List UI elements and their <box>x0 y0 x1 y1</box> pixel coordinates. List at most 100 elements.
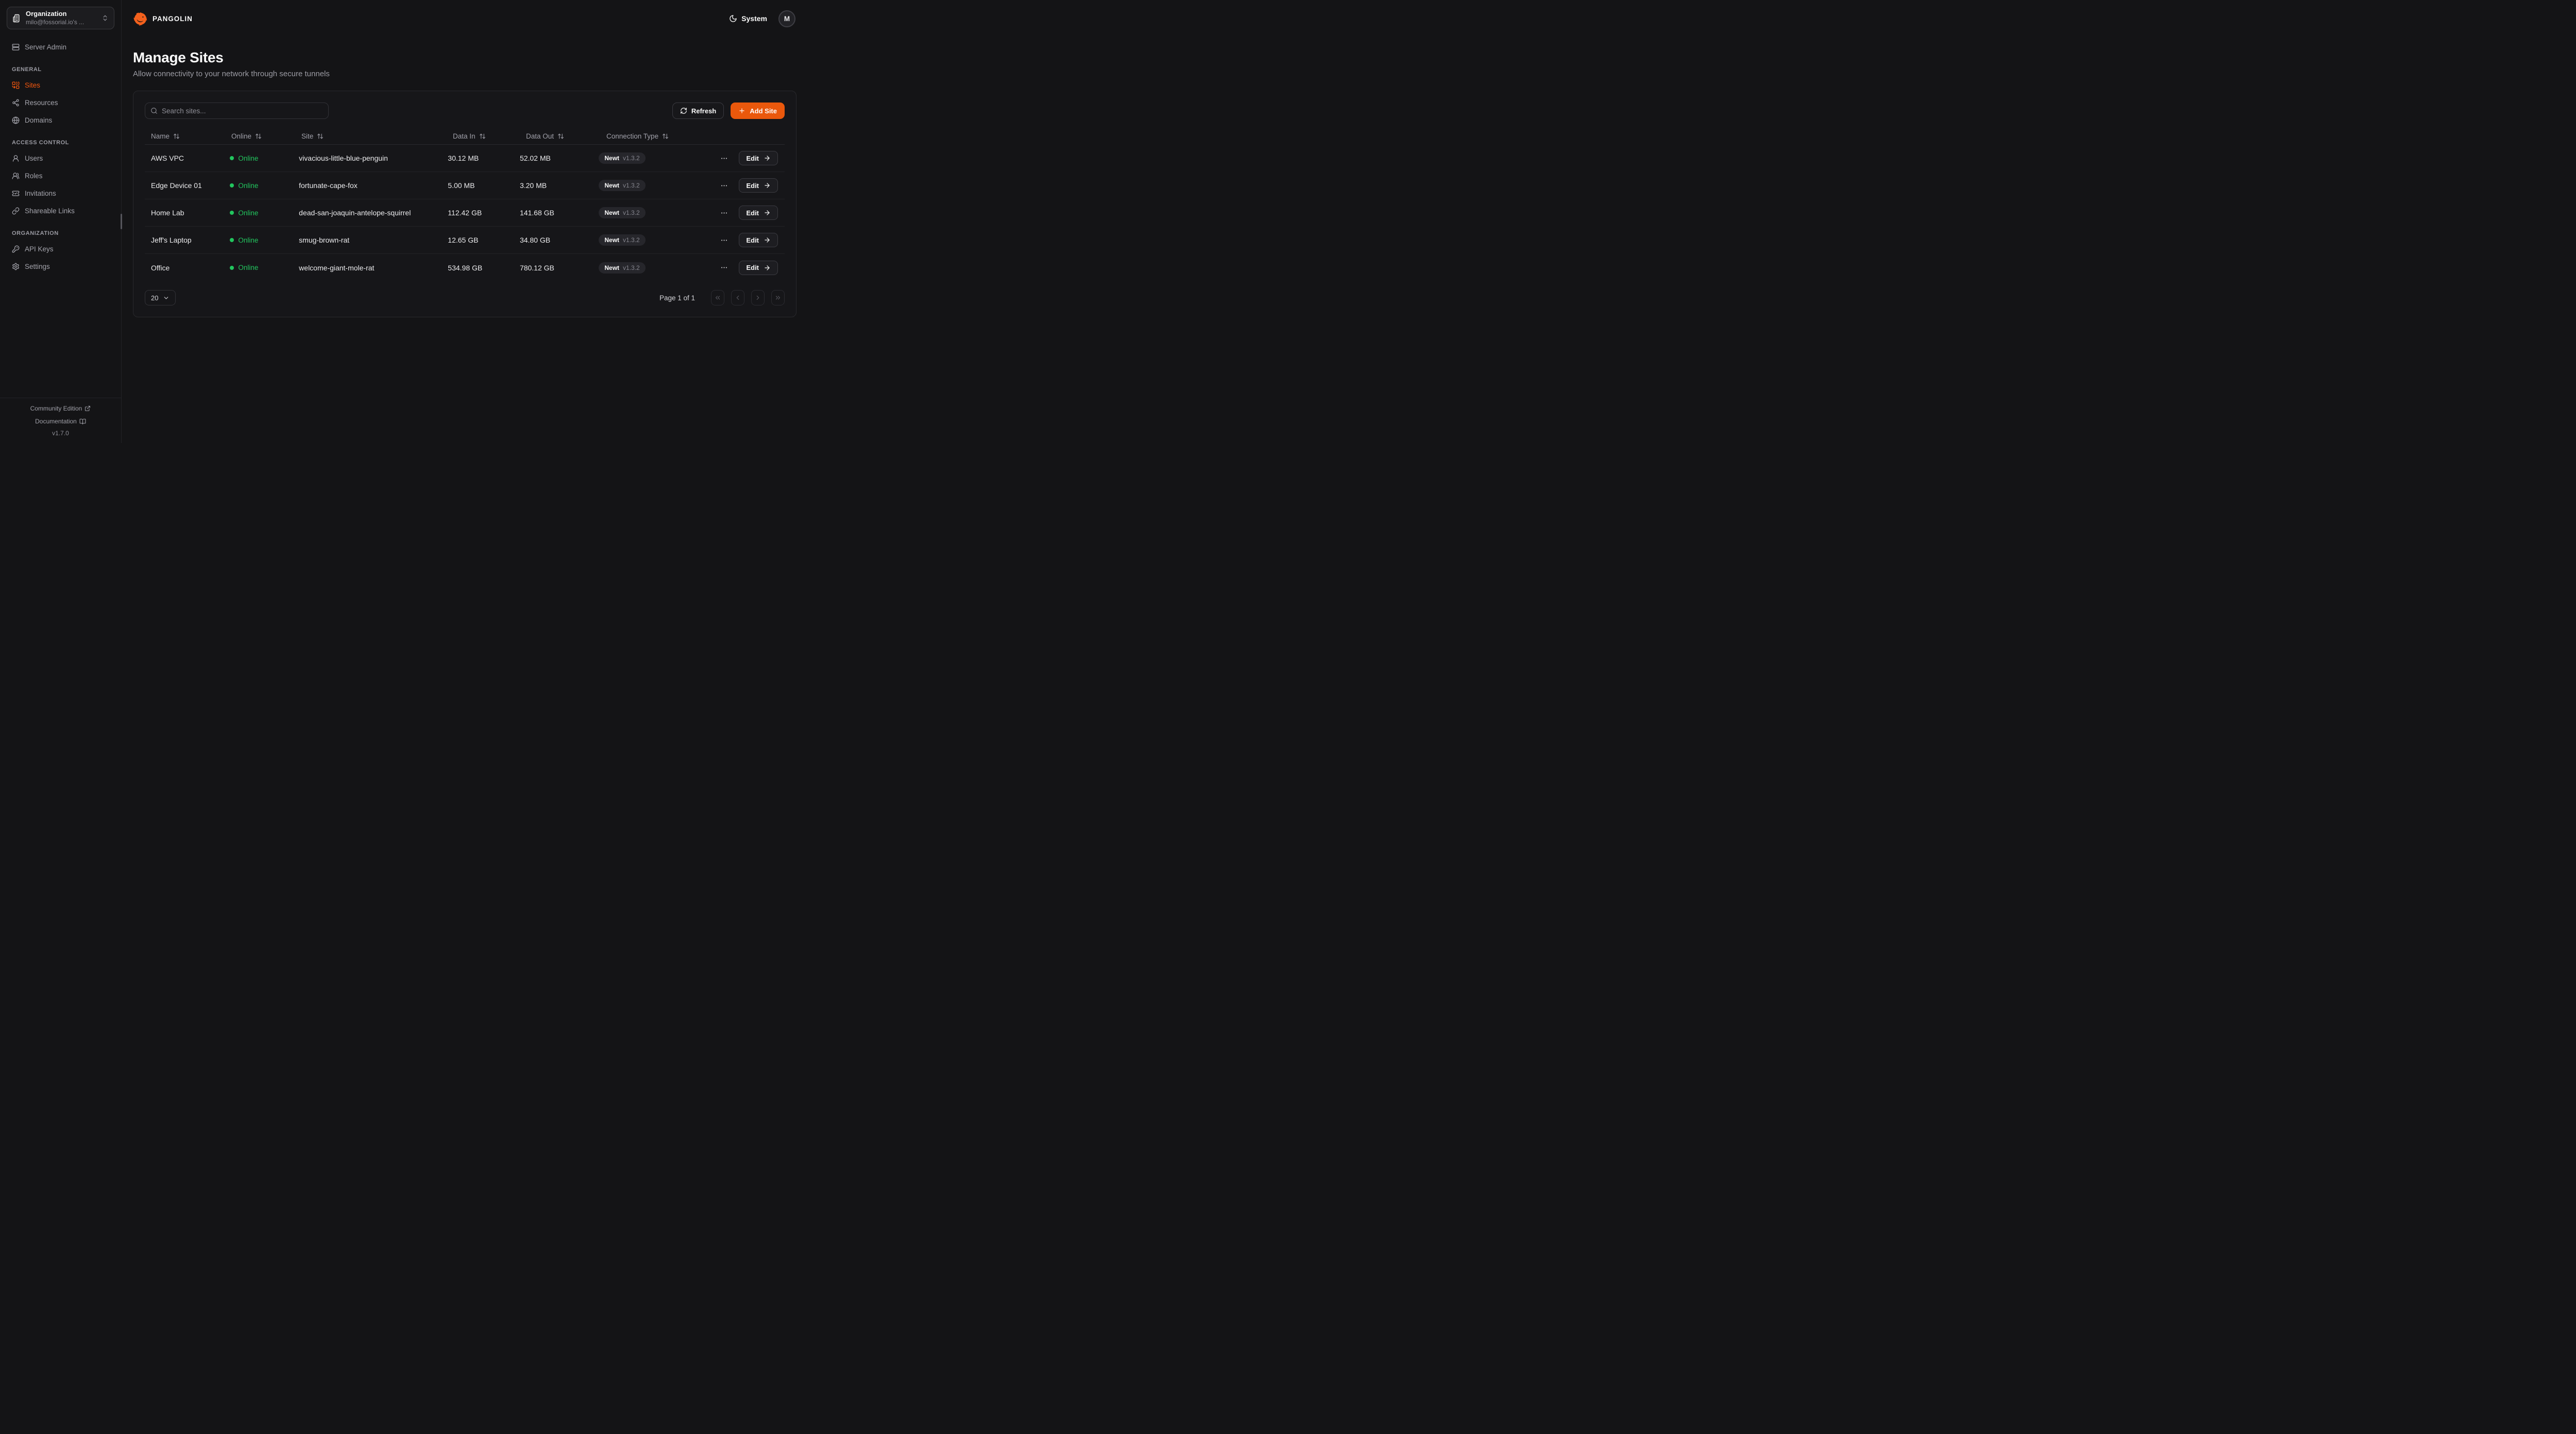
sidebar-item-label: Domains <box>25 116 53 124</box>
online-status: Online <box>230 264 299 271</box>
ellipsis-icon <box>721 212 727 213</box>
ellipsis-icon <box>721 240 727 241</box>
row-menu-button[interactable] <box>718 262 730 274</box>
table-row: Jeff's Laptop Online smug-brown-rat 12.6… <box>145 227 785 254</box>
org-selector[interactable]: Organization milo@fossorial.io's ... <box>7 7 114 29</box>
site-slug: fortunate-cape-fox <box>299 181 358 190</box>
site-name: Home Lab <box>151 209 184 217</box>
online-dot <box>230 211 234 215</box>
online-dot <box>230 238 234 242</box>
column-header-site[interactable]: Site <box>301 132 453 140</box>
avatar[interactable]: M <box>778 10 795 27</box>
org-selector-label: Organization <box>26 10 67 18</box>
connection-type-badge: Newt v1.3.2 <box>599 152 646 164</box>
edit-button[interactable]: Edit <box>739 151 778 165</box>
data-in-value: 12.65 GB <box>448 236 479 244</box>
data-in-value: 30.12 MB <box>448 154 479 162</box>
sidebar-item-shareable-links[interactable]: Shareable Links <box>7 204 114 217</box>
column-header-online[interactable]: Online <box>231 132 301 140</box>
column-header-data-out[interactable]: Data Out <box>526 132 606 140</box>
theme-toggle[interactable]: System <box>729 14 767 23</box>
page-size-select[interactable]: 20 <box>145 290 176 305</box>
refresh-button[interactable]: Refresh <box>672 103 724 119</box>
documentation-link[interactable]: Documentation <box>35 418 86 425</box>
sidebar-item-settings[interactable]: Settings <box>7 260 114 273</box>
sidebar-item-users[interactable]: Users <box>7 152 114 165</box>
data-out-value: 3.20 MB <box>519 181 547 190</box>
site-slug: smug-brown-rat <box>299 236 350 244</box>
theme-label: System <box>741 14 767 23</box>
sidebar-nav: Server Admin GENERAL Sites Resources Dom… <box>7 41 114 273</box>
row-menu-button[interactable] <box>718 234 730 246</box>
moon-icon <box>729 14 737 23</box>
chevron-right-icon <box>756 295 759 300</box>
last-page-button[interactable] <box>771 290 785 305</box>
edit-label: Edit <box>746 209 759 217</box>
sites-card: Refresh Add Site Name Online <box>133 91 796 317</box>
sort-icon <box>255 133 262 140</box>
sidebar-item-label: Server Admin <box>25 43 67 51</box>
ticket-check-icon <box>12 190 20 197</box>
ellipsis-icon <box>721 158 727 159</box>
brand-logo[interactable]: PANGOLIN <box>133 11 193 26</box>
connection-version-label: v1.3.2 <box>623 209 640 216</box>
sidebar-scrollbar-thumb[interactable] <box>120 214 122 229</box>
column-header-data-in[interactable]: Data In <box>453 132 526 140</box>
sidebar-item-label: Users <box>25 155 43 162</box>
edit-label: Edit <box>746 181 759 190</box>
online-label: Online <box>238 264 259 271</box>
avatar-initial: M <box>784 14 790 23</box>
column-header-name[interactable]: Name <box>151 132 231 140</box>
page-title: Manage Sites <box>133 49 224 65</box>
sidebar-item-resources[interactable]: Resources <box>7 96 114 109</box>
sidebar-item-invitations[interactable]: Invitations <box>7 187 114 200</box>
edit-button[interactable]: Edit <box>739 260 778 275</box>
column-header-connection-type[interactable]: Connection Type <box>606 132 728 140</box>
edit-button[interactable]: Edit <box>739 178 778 193</box>
sidebar-item-label: Invitations <box>25 190 56 197</box>
row-menu-button[interactable] <box>718 207 730 219</box>
globe-icon <box>12 116 20 124</box>
next-page-button[interactable] <box>751 290 765 305</box>
community-edition-link[interactable]: Community Edition <box>30 405 91 412</box>
org-selector-value: milo@fossorial.io's ... <box>26 18 84 26</box>
brand-name: PANGOLIN <box>152 14 193 23</box>
data-in-value: 5.00 MB <box>448 181 475 190</box>
data-out-value: 780.12 GB <box>519 263 554 272</box>
sidebar-item-sites[interactable]: Sites <box>7 79 114 92</box>
previous-page-button[interactable] <box>731 290 744 305</box>
sites-icon <box>12 81 20 89</box>
sidebar-item-domains[interactable]: Domains <box>7 114 114 127</box>
user-icon <box>12 155 20 162</box>
pagination: Page 1 of 1 <box>659 290 785 305</box>
data-in-value: 534.98 GB <box>448 263 483 272</box>
connection-type-badge: Newt v1.3.2 <box>599 234 646 246</box>
sidebar-item-roles[interactable]: Roles <box>7 169 114 182</box>
ellipsis-icon <box>721 267 727 268</box>
sidebar-item-server-admin[interactable]: Server Admin <box>7 41 114 54</box>
table-row: Office Online welcome-giant-mole-rat 534… <box>145 254 785 281</box>
sidebar-item-api-keys[interactable]: API Keys <box>7 243 114 255</box>
first-page-button[interactable] <box>711 290 724 305</box>
add-site-button[interactable]: Add Site <box>731 103 785 119</box>
row-menu-button[interactable] <box>718 152 730 164</box>
connection-type-badge: Newt v1.3.2 <box>599 180 646 191</box>
data-out-value: 52.02 MB <box>519 154 551 162</box>
row-menu-button[interactable] <box>718 180 730 192</box>
sidebar-item-label: Shareable Links <box>25 207 75 215</box>
refresh-label: Refresh <box>691 107 717 115</box>
data-in-value: 112.42 GB <box>448 209 482 217</box>
section-label-general: GENERAL <box>12 66 42 73</box>
search-input[interactable] <box>162 107 323 115</box>
building-icon <box>12 14 21 23</box>
edit-button[interactable]: Edit <box>739 233 778 247</box>
section-label-access-control: ACCESS CONTROL <box>12 140 69 146</box>
arrow-right-icon <box>765 210 770 215</box>
online-dot <box>230 156 234 160</box>
edit-button[interactable]: Edit <box>739 206 778 220</box>
link-icon <box>12 207 20 215</box>
sort-icon <box>557 133 564 140</box>
table-header-row: Name Online Site Data In Data Out <box>145 128 785 145</box>
search-icon <box>150 107 158 114</box>
plus-icon <box>738 107 745 114</box>
